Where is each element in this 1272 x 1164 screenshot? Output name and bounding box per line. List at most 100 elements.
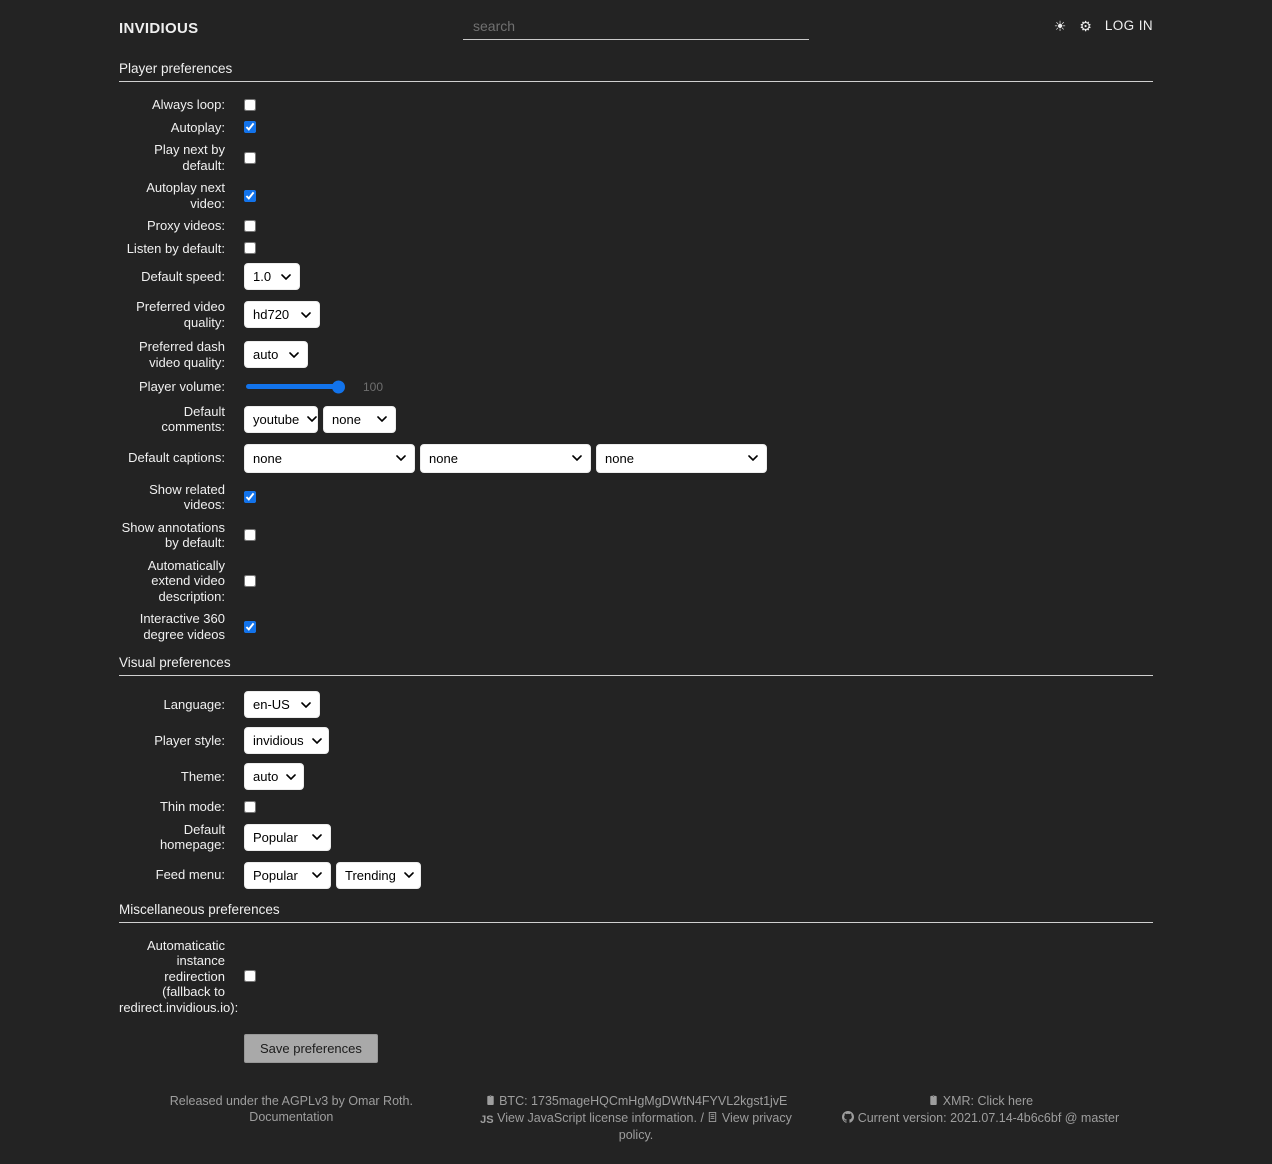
brand-logo[interactable]: INVIDIOUS bbox=[119, 20, 199, 37]
listen-default-label: Listen by default: bbox=[126, 240, 225, 256]
clipboard-copy-icon[interactable] bbox=[485, 1094, 496, 1111]
related-videos-label: Show related videos: bbox=[149, 481, 225, 513]
player-volume-value: 100 bbox=[363, 379, 384, 394]
captions-second-select[interactable]: none bbox=[420, 443, 591, 473]
default-speed-select[interactable]: 1.0 bbox=[244, 263, 300, 290]
feed-menu-first-select[interactable]: Popular bbox=[244, 861, 331, 889]
default-captions-label: Default captions: bbox=[128, 450, 225, 466]
pref-row-captions: Default captions: none none none bbox=[119, 443, 1153, 473]
chevron-down-icon bbox=[312, 834, 322, 840]
always-loop-checkbox[interactable] bbox=[244, 98, 256, 111]
comments-first-select[interactable]: youtube bbox=[244, 405, 318, 433]
pref-row-extend-desc: Automatically extend video description: bbox=[119, 558, 1153, 605]
save-row: Save preferences bbox=[119, 1034, 1153, 1063]
player-style-select[interactable]: invidious bbox=[244, 727, 329, 754]
theme-label: Theme: bbox=[180, 768, 225, 784]
captions-first-value: none bbox=[253, 450, 282, 466]
footer-version-column: XMR: Click here Current version: 2021.07… bbox=[808, 1094, 1153, 1144]
chevron-down-icon bbox=[307, 416, 318, 422]
slider-thumb[interactable] bbox=[332, 380, 345, 394]
feed-menu-second-select[interactable]: Trending bbox=[336, 861, 421, 889]
footer-license-text: Released under the AGPLv3 by Omar Roth. bbox=[169, 1094, 413, 1108]
pref-row-language: Language: en-US bbox=[119, 691, 1153, 718]
chevron-down-icon bbox=[289, 351, 299, 358]
javascript-icon: JS bbox=[480, 1113, 494, 1126]
theme-value: auto bbox=[253, 769, 279, 784]
pref-row-proxy: Proxy videos: bbox=[119, 218, 1153, 234]
pref-row-always-loop: Always loop: bbox=[119, 97, 1153, 113]
pref-row-thin-mode: Thin mode: bbox=[119, 799, 1153, 815]
chevron-down-icon bbox=[312, 872, 322, 878]
comments-second-select[interactable]: none bbox=[323, 405, 396, 433]
section-divider bbox=[119, 921, 1153, 923]
chevron-down-icon bbox=[286, 773, 297, 780]
default-homepage-select[interactable]: Popular bbox=[244, 823, 331, 851]
dash-quality-value: auto bbox=[253, 347, 279, 362]
chevron-down-icon bbox=[377, 416, 387, 422]
pref-row-related: Show related videos: bbox=[119, 482, 1153, 513]
feed-menu-second-value: Trending bbox=[345, 867, 396, 883]
pref-row-player-style: Player style: invidious bbox=[119, 727, 1153, 754]
comments-first-value: youtube bbox=[253, 411, 300, 427]
preferences-gear-icon[interactable]: ⚙ bbox=[1079, 17, 1092, 34]
js-license-link[interactable]: View JavaScript license information. bbox=[497, 1110, 697, 1125]
pref-row-comments: Default comments: youtube none bbox=[119, 404, 1153, 435]
btc-address-text: BTC: 1735mageHQCmHgMgDWtN4FYVL2kgst1jvE bbox=[499, 1094, 788, 1108]
version-link[interactable]: Current version: 2021.07.14-4b6c6bf @ ma… bbox=[857, 1110, 1120, 1125]
player-volume-slider[interactable] bbox=[246, 380, 345, 394]
player-volume-label: Player volume: bbox=[139, 379, 225, 394]
dash-quality-select[interactable]: auto bbox=[244, 341, 308, 368]
chevron-down-icon bbox=[301, 311, 311, 318]
pref-row-theme: Theme: auto bbox=[119, 763, 1153, 790]
preferred-quality-select[interactable]: hd720 bbox=[244, 301, 320, 328]
default-speed-label: Default speed: bbox=[141, 268, 225, 284]
pref-row-volume: Player volume: 100 bbox=[119, 379, 1153, 395]
chevron-down-icon bbox=[281, 273, 291, 280]
default-homepage-value: Popular bbox=[253, 829, 298, 845]
annotations-checkbox[interactable] bbox=[244, 529, 256, 541]
default-homepage-label: Default homepage: bbox=[159, 821, 225, 853]
instance-redirect-checkbox[interactable] bbox=[244, 970, 256, 983]
pref-row-redirect: Automaticatic instance redirection (fall… bbox=[119, 938, 1153, 1016]
related-videos-checkbox[interactable] bbox=[244, 491, 256, 503]
save-preferences-button[interactable]: Save preferences bbox=[244, 1034, 378, 1063]
captions-third-select[interactable]: none bbox=[596, 443, 767, 473]
autoplay-next-checkbox[interactable] bbox=[244, 189, 256, 202]
language-select[interactable]: en-US bbox=[244, 691, 320, 718]
player-style-value: invidious bbox=[253, 733, 304, 748]
pref-row-speed: Default speed: 1.0 bbox=[119, 263, 1153, 290]
pref-row-dash-quality: Preferred dash video quality: auto bbox=[119, 339, 1153, 370]
autoplay-checkbox[interactable] bbox=[244, 121, 256, 134]
chevron-down-icon bbox=[748, 455, 758, 461]
play-next-checkbox[interactable] bbox=[244, 151, 256, 164]
listen-default-checkbox[interactable] bbox=[244, 242, 256, 255]
search-input[interactable] bbox=[463, 12, 809, 40]
xmr-link[interactable]: XMR: Click here bbox=[942, 1094, 1034, 1108]
language-value: en-US bbox=[253, 697, 290, 712]
page: INVIDIOUS ☀ ⚙ LOG IN Player preferences … bbox=[119, 0, 1153, 1164]
extend-description-checkbox[interactable] bbox=[244, 574, 256, 587]
thin-mode-checkbox[interactable] bbox=[244, 800, 256, 813]
header-actions: ☀ ⚙ LOG IN bbox=[1054, 18, 1153, 33]
feed-menu-first-value: Popular bbox=[253, 867, 298, 883]
documentation-link[interactable]: Documentation bbox=[249, 1109, 334, 1124]
github-icon bbox=[842, 1110, 855, 1128]
vr360-checkbox[interactable] bbox=[244, 620, 256, 633]
captions-third-value: none bbox=[605, 450, 634, 466]
section-title-visual: Visual preferences bbox=[119, 655, 231, 670]
clipboard-copy-icon[interactable] bbox=[928, 1094, 939, 1111]
chevron-down-icon bbox=[396, 455, 406, 461]
pref-row-quality: Preferred video quality: hd720 bbox=[119, 299, 1153, 330]
login-link[interactable]: LOG IN bbox=[1104, 18, 1153, 33]
theme-select[interactable]: auto bbox=[244, 763, 304, 790]
language-label: Language: bbox=[163, 696, 225, 712]
captions-first-select[interactable]: none bbox=[244, 443, 415, 473]
pref-row-homepage: Default homepage: Popular bbox=[119, 822, 1153, 853]
comments-second-value: none bbox=[332, 411, 361, 427]
pref-row-feed-menu: Feed menu: Popular Trending bbox=[119, 861, 1153, 889]
annotations-label: Show annotations by default: bbox=[121, 519, 225, 551]
proxy-videos-checkbox[interactable] bbox=[244, 219, 256, 232]
preferred-quality-value: hd720 bbox=[253, 307, 290, 322]
vr360-label: Interactive 360 degree videos bbox=[139, 611, 225, 642]
theme-toggle-sun-icon[interactable]: ☀ bbox=[1053, 17, 1067, 34]
